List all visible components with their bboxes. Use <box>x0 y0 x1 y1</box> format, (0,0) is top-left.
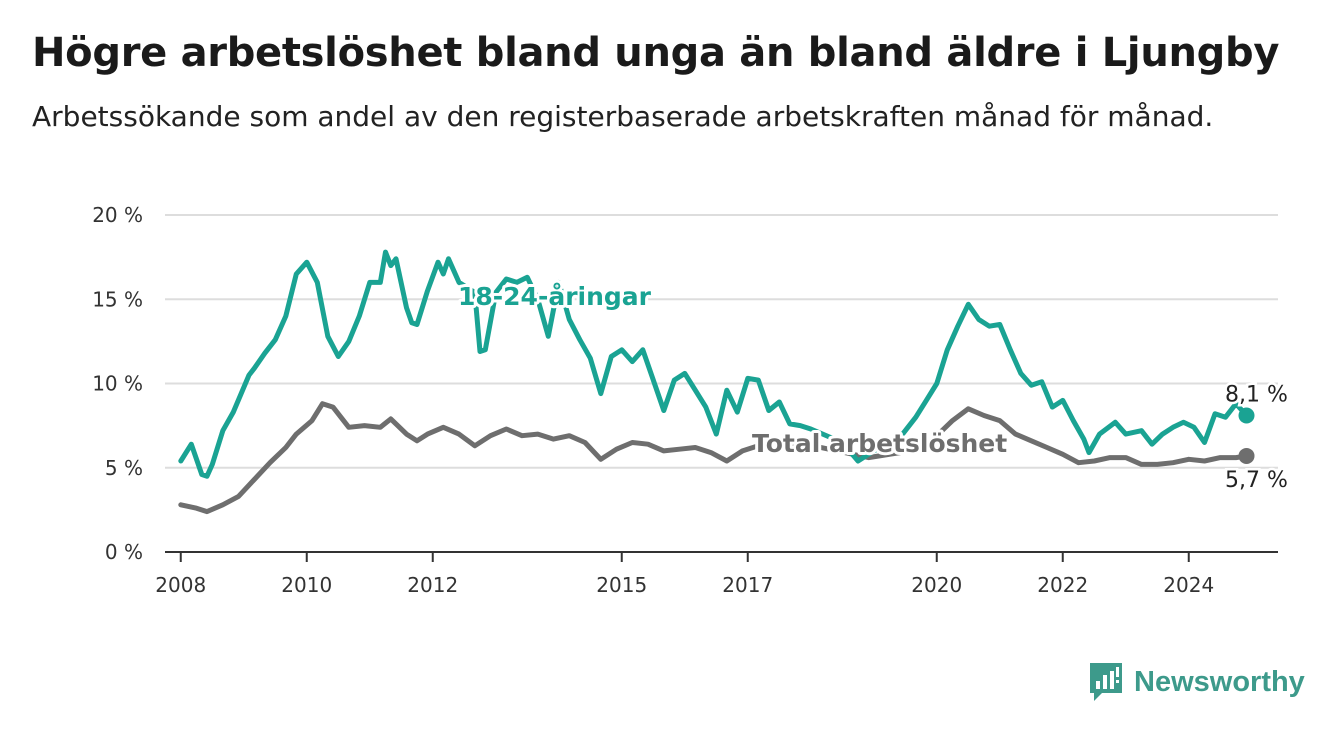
chart-title: Högre arbetslöshet bland unga än bland ä… <box>32 30 1280 76</box>
brand-name: Newsworthy <box>1134 665 1305 698</box>
series-line-total <box>178 401 1249 515</box>
x-tick-label: 2015 <box>596 573 647 597</box>
x-tick-label: 2017 <box>722 573 773 597</box>
end-label-total: 5,7 % <box>1225 468 1288 493</box>
y-tick-label: 5 % <box>105 456 143 480</box>
y-tick-label: 20 % <box>92 203 143 227</box>
newsworthy-logo: Newsworthy <box>1088 660 1305 704</box>
y-tick-label: 15 % <box>92 287 143 311</box>
x-tick-label: 2022 <box>1037 573 1088 597</box>
series-label-total: Total arbetslöshet <box>752 429 1007 458</box>
chart-subtitle: Arbetssökande som andel av den registerb… <box>32 100 1214 133</box>
newsworthy-logo-icon <box>1090 663 1122 701</box>
x-tick-label: 2012 <box>407 573 458 597</box>
end-label-youth: 8,1 % <box>1225 383 1288 408</box>
x-tick-label: 2024 <box>1163 573 1214 597</box>
series-end-point-youth <box>1238 407 1255 424</box>
series-line-youth <box>178 249 1249 479</box>
series-end-point-total <box>1238 447 1255 464</box>
y-tick-label: 10 % <box>92 372 143 396</box>
y-tick-label: 0 % <box>105 540 143 564</box>
x-tick-label: 2020 <box>911 573 962 597</box>
series-label-youth: 18-24-åringar <box>458 282 652 311</box>
x-tick-label: 2008 <box>155 573 206 597</box>
x-tick-label: 2010 <box>281 573 332 597</box>
